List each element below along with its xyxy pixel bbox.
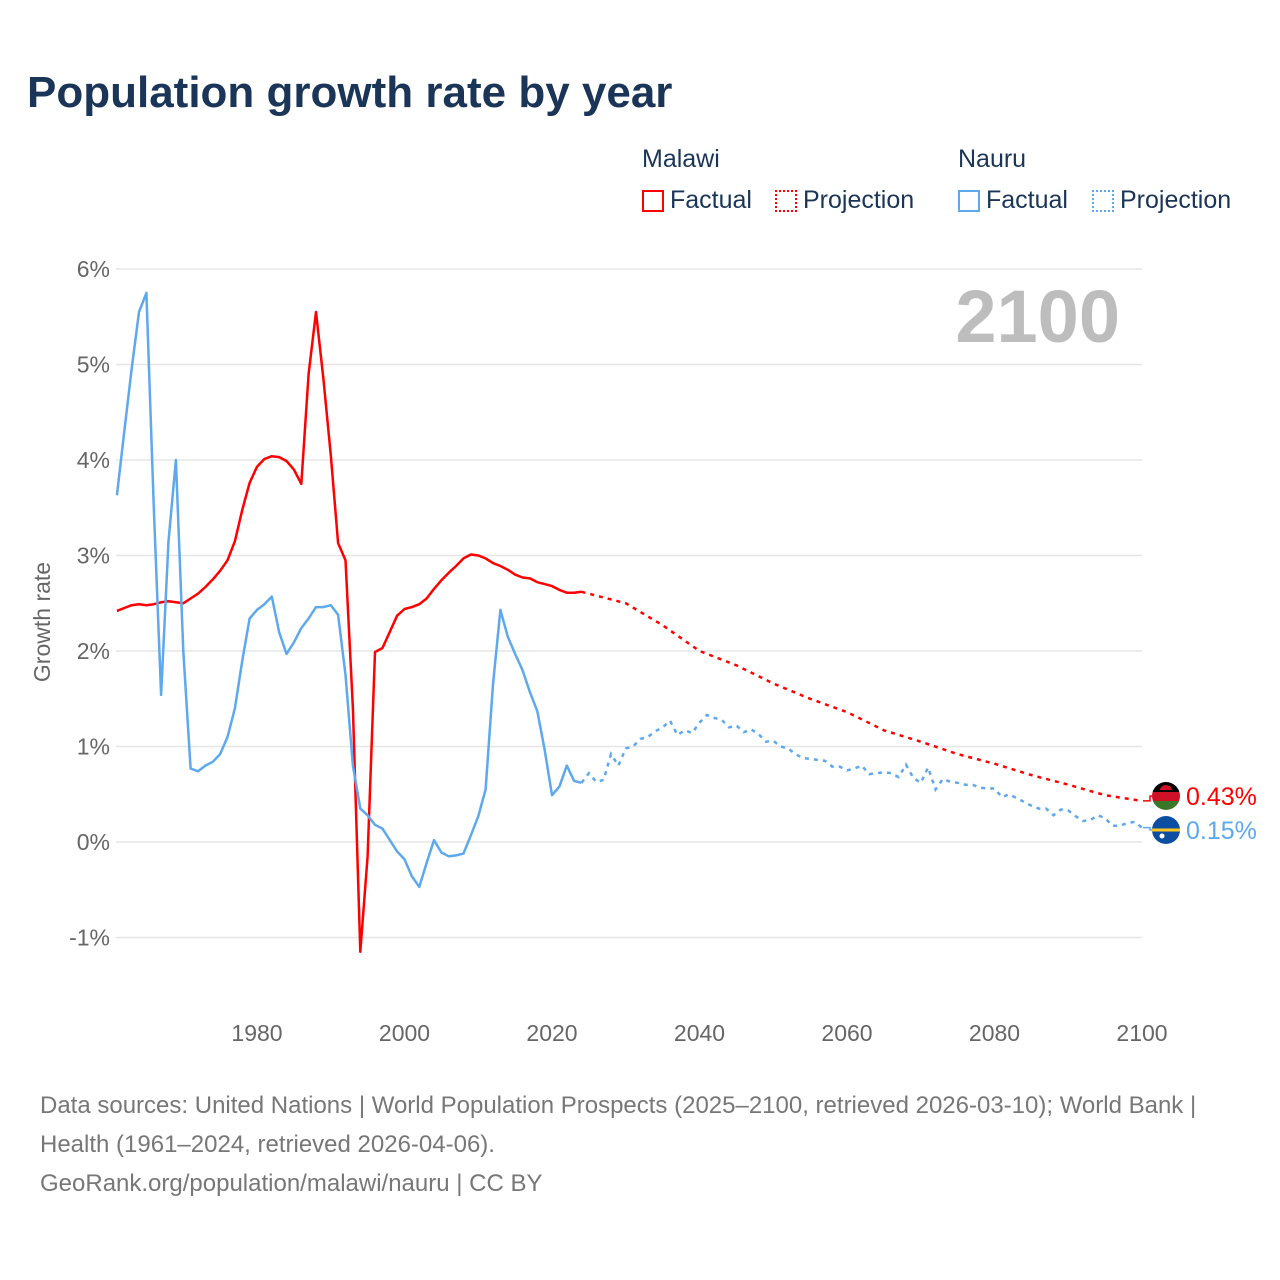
legend-swatch-dotted-icon xyxy=(775,189,797,212)
legend-swatch-solid-icon xyxy=(642,189,664,212)
flag-star xyxy=(1159,833,1165,839)
legend-swatch-dotted-icon xyxy=(1092,189,1114,212)
flag-band xyxy=(1152,801,1180,810)
legend-label: Projection xyxy=(803,186,915,214)
x-tick-label: 2100 xyxy=(1116,1020,1167,1046)
y-tick-label: 1% xyxy=(77,734,110,760)
flag-sun xyxy=(1160,785,1172,790)
footer-link[interactable]: GeoRank.org/population/malawi/nauru | CC… xyxy=(40,1170,543,1197)
x-tick-label: 2080 xyxy=(969,1020,1020,1046)
legend-malawi-factual[interactable]: Factual xyxy=(642,186,752,215)
series-nauru-factual xyxy=(115,291,582,889)
year-watermark: 2100 xyxy=(955,275,1120,358)
chart-title: Population growth rate by year xyxy=(27,68,673,117)
end-value-label-nauru: 0.15% xyxy=(1186,817,1257,845)
series-nauru-projection xyxy=(580,713,1143,829)
end-connector xyxy=(1143,826,1152,831)
legend-swatch-solid-icon xyxy=(958,189,980,212)
legend-label: Factual xyxy=(986,186,1068,214)
series-malawi-factual xyxy=(116,310,582,954)
y-axis-label: Growth rate xyxy=(29,562,55,682)
legend-nauru-projection[interactable]: Projection xyxy=(1092,186,1231,215)
y-tick-label: 5% xyxy=(77,352,110,378)
series-malawi-projection xyxy=(581,590,1143,803)
legend-malawi-projection[interactable]: Projection xyxy=(775,186,914,215)
y-tick-label: 4% xyxy=(77,447,110,473)
end-connector xyxy=(1143,795,1152,802)
legend-group-nauru: Nauru xyxy=(958,145,1027,173)
legend-label: Factual xyxy=(670,186,752,214)
x-tick-label: 2000 xyxy=(379,1020,430,1046)
legend-label: Projection xyxy=(1120,186,1232,214)
flag-band xyxy=(1152,792,1180,801)
x-tick-label: 1980 xyxy=(231,1020,282,1046)
x-tick-label: 2060 xyxy=(821,1020,872,1046)
line-chart: -1% 0% 1% 2% 3% 4% 5% 6% 1980 2000 2020 2040 2060 208… xyxy=(29,256,1257,1046)
legend-group-malawi: Malawi xyxy=(642,145,720,173)
x-tick-label: 2020 xyxy=(526,1020,577,1046)
legend-nauru-factual[interactable]: Factual xyxy=(958,186,1068,215)
x-tick-label: 2040 xyxy=(674,1020,725,1046)
y-tick-label: 0% xyxy=(77,829,110,855)
y-tick-label: 2% xyxy=(77,638,110,664)
flag-stripe xyxy=(1152,828,1180,832)
nauru-flag-icon xyxy=(1152,816,1180,844)
y-tick-label: -1% xyxy=(69,925,110,951)
end-value-label-malawi: 0.43% xyxy=(1186,783,1257,811)
y-tick-label: 6% xyxy=(77,256,110,282)
malawi-flag-icon xyxy=(1152,782,1180,810)
y-tick-label: 3% xyxy=(77,543,110,569)
footer-sources: Data sources: United Nations | World Pop… xyxy=(40,1092,1197,1158)
